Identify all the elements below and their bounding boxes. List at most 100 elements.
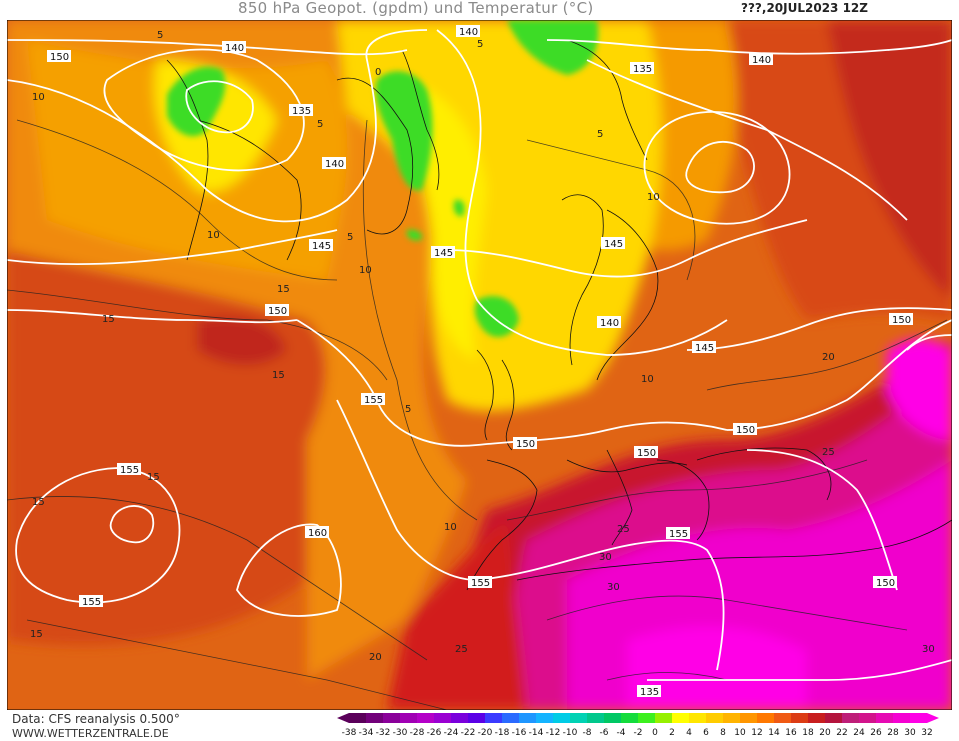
- scale-cell: [757, 713, 774, 723]
- scale-tick-label: 24: [853, 728, 865, 738]
- svg-text:140: 140: [600, 318, 619, 329]
- scale-arrow-right: [927, 713, 939, 723]
- isotherm-label: 15: [147, 472, 160, 483]
- isotherm-label: 0: [375, 67, 381, 78]
- scale-tick-label: -22: [461, 728, 476, 738]
- isotherm-label: 20: [822, 352, 835, 363]
- svg-text:145: 145: [604, 239, 623, 250]
- isohypse-label: 145: [309, 239, 333, 252]
- map-footer: Data: CFS reanalysis 0.500° WWW.WETTERZE…: [0, 710, 959, 741]
- scale-tick-label: -28: [410, 728, 425, 738]
- scale-tick-label: 32: [921, 728, 932, 738]
- scale-tick-label: 6: [703, 728, 709, 738]
- scale-tick-label: 20: [819, 728, 831, 738]
- scale-cell: [876, 713, 893, 723]
- scale-cell: [519, 713, 536, 723]
- scale-tick-label: -24: [444, 728, 459, 738]
- isohypse-label: 140: [456, 25, 480, 38]
- temperature-shading: [7, 20, 952, 710]
- isotherm-label: 10: [32, 92, 45, 103]
- scale-cell: [791, 713, 808, 723]
- svg-text:155: 155: [471, 578, 490, 589]
- isohypse-label: 140: [597, 316, 621, 329]
- isotherm-label: 15: [32, 497, 45, 508]
- svg-text:160: 160: [308, 528, 327, 539]
- scale-cell: [417, 713, 434, 723]
- isohypses: [7, 29, 952, 681]
- svg-text:135: 135: [640, 687, 659, 698]
- scale-cell: [451, 713, 468, 723]
- scale-tick-label: -26: [427, 728, 442, 738]
- isohypse-label: 155: [79, 595, 103, 608]
- scale-cell: [485, 713, 502, 723]
- scale-cell: [553, 713, 570, 723]
- svg-text:150: 150: [516, 439, 535, 450]
- scale-cell: [383, 713, 400, 723]
- isotherm-label: 30: [922, 644, 935, 655]
- scale-cell: [434, 713, 451, 723]
- isohypse-label: 155: [361, 393, 385, 406]
- isotherms: [7, 119, 948, 710]
- scale-tick-label: 12: [751, 728, 762, 738]
- scale-cell: [808, 713, 825, 723]
- isotherm-label: 30: [607, 582, 620, 593]
- isohypse-label: 155: [468, 576, 492, 589]
- scale-tick-label: -10: [563, 728, 578, 738]
- isotherm-label: 5: [157, 30, 163, 41]
- scale-cell: [825, 713, 842, 723]
- svg-text:150: 150: [637, 448, 656, 459]
- isohypse-label: 150: [634, 446, 658, 459]
- isohypse-label: 150: [47, 50, 71, 63]
- svg-text:140: 140: [325, 159, 344, 170]
- scale-cell: [587, 713, 604, 723]
- scale-tick-label: 10: [734, 728, 746, 738]
- scale-cell: [400, 713, 417, 723]
- scale-tick-label: -34: [359, 728, 374, 738]
- svg-text:155: 155: [120, 465, 139, 476]
- svg-text:150: 150: [892, 315, 911, 326]
- svg-text:150: 150: [876, 578, 895, 589]
- isohypse-label: 150: [513, 437, 537, 450]
- scale-tick-label: 16: [785, 728, 797, 738]
- scale-tick-label: -32: [376, 728, 391, 738]
- scale-cell: [349, 713, 366, 723]
- scale-cell: [366, 713, 383, 723]
- isohypse-label: 145: [692, 341, 716, 354]
- scale-tick-label: -4: [617, 728, 626, 738]
- isotherm-label: 5: [597, 129, 603, 140]
- scale-tick-label: 0: [652, 728, 658, 738]
- isotherm-label: 5: [405, 404, 411, 415]
- isohypse-label: 150: [733, 423, 757, 436]
- isohypse-label: 150: [873, 576, 897, 589]
- scale-cell: [621, 713, 638, 723]
- svg-text:145: 145: [434, 248, 453, 259]
- svg-text:145: 145: [695, 343, 714, 354]
- scale-tick-label: -30: [393, 728, 408, 738]
- isohypse-label: 155: [666, 527, 690, 540]
- scale-cell: [706, 713, 723, 723]
- isotherm-label: 10: [641, 374, 654, 385]
- scale-tick-label: -8: [583, 728, 592, 738]
- scale-tick-label: 8: [720, 728, 726, 738]
- isohypse-label: 145: [601, 237, 625, 250]
- temperature-color-scale: -38 -34 -32 -30 -28 -26 -24 -22 -20 -18 -16 -14 -12-…: [337, 713, 939, 738]
- isotherm-label: 10: [359, 265, 372, 276]
- map-title: 850 hPa Geopot. (gpdm) und Temperatur (°…: [238, 0, 594, 17]
- isotherm-label: 30: [599, 552, 612, 563]
- isohypse-label: 150: [265, 304, 289, 317]
- isotherm-label: 5: [477, 39, 483, 50]
- isotherm-label: 25: [822, 447, 835, 458]
- website-credit: WWW.WETTERZENTRALE.DE: [12, 727, 169, 740]
- scale-tick-label: -2: [634, 728, 643, 738]
- isohypse-label: 135: [289, 104, 313, 117]
- isotherm-label: 10: [207, 230, 220, 241]
- isohypse-label: 140: [322, 157, 346, 170]
- isohypse-label: 150: [889, 313, 913, 326]
- svg-text:145: 145: [312, 241, 331, 252]
- scale-cell: [723, 713, 740, 723]
- scale-tick-label: 2: [669, 728, 675, 738]
- svg-text:155: 155: [669, 529, 688, 540]
- scale-tick-label: 28: [887, 728, 899, 738]
- scale-cell: [502, 713, 519, 723]
- scale-cell: [689, 713, 706, 723]
